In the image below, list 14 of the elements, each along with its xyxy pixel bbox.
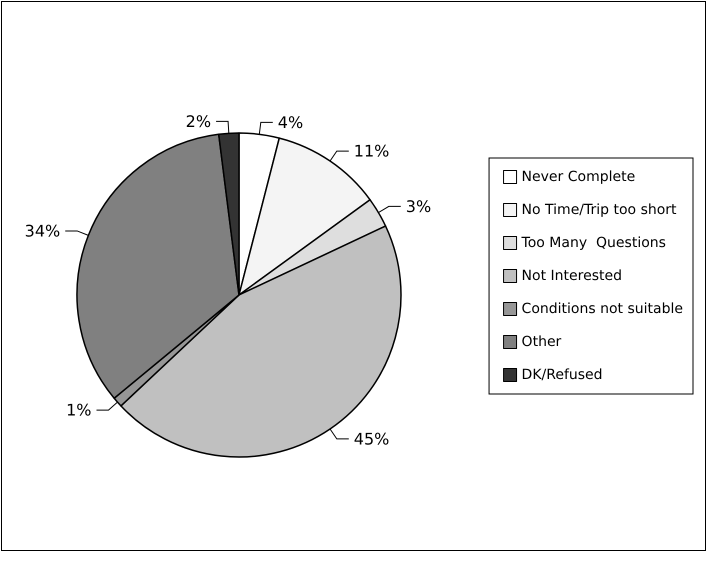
data-label: 34% <box>24 221 60 240</box>
data-label: 11% <box>354 142 390 161</box>
data-label: 4% <box>278 112 304 132</box>
legend-label: Conditions not suitable <box>522 301 684 317</box>
data-label: 45% <box>354 429 390 448</box>
legend-label: Other <box>522 334 562 350</box>
data-label: 1% <box>66 400 92 420</box>
legend-label: DK/Refused <box>522 367 603 383</box>
legend-label: Too Many Questions <box>520 235 666 251</box>
legend-label: Not Interested <box>522 268 622 284</box>
data-label: 3% <box>406 196 432 216</box>
data-label: 2% <box>186 112 212 131</box>
legend-label: No Time/Trip too short <box>522 202 678 218</box>
legend-label: Never Complete <box>522 169 636 185</box>
